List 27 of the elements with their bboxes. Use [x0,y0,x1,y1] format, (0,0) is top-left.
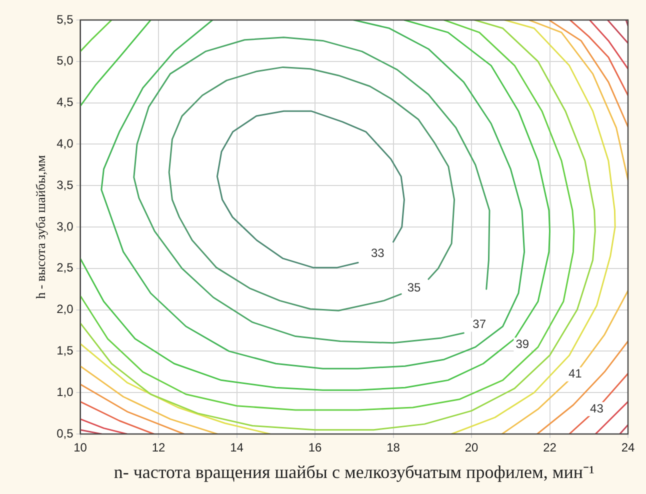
annotation: 43 [590,401,604,416]
annotation: 37 [472,317,486,332]
y-tick-label: 1,0 [56,384,74,399]
x-tick-label: 24 [621,440,635,455]
x-tick-label: 20 [464,440,479,455]
y-tick-label: 3,0 [56,219,74,234]
annotation: 39 [516,336,530,351]
y-tick-label: 2,0 [56,302,74,316]
y-tick-label: 4,5 [56,95,74,110]
x-axis-title: n- частота вращения шайбы с мелкозубчатым профилем, мин⁻¹ [114,462,594,482]
x-tick-label: 16 [308,440,322,455]
x-tick-label: 22 [543,440,557,455]
y-tick-label: 0,5 [56,426,74,440]
y-axis-title: h - высота зуба шайбы,мм [33,155,48,299]
y-tick-label: 3,5 [56,178,74,192]
y-tick-label: 1,5 [56,344,74,358]
y-tick-label: 5,5 [56,12,74,26]
x-tick-label: 18 [386,440,400,455]
annotation: 41 [568,366,582,381]
y-tick-label: 2,5 [56,260,74,275]
x-tick-label: 10 [74,440,88,455]
annotation: 33 [370,246,385,260]
x-tick-label: 12 [152,440,166,455]
annotation: 35 [407,280,421,295]
x-tick-label: 14 [230,440,244,455]
y-tick-label: 4,0 [56,136,74,151]
y-tick-label: 5,0 [56,54,74,68]
